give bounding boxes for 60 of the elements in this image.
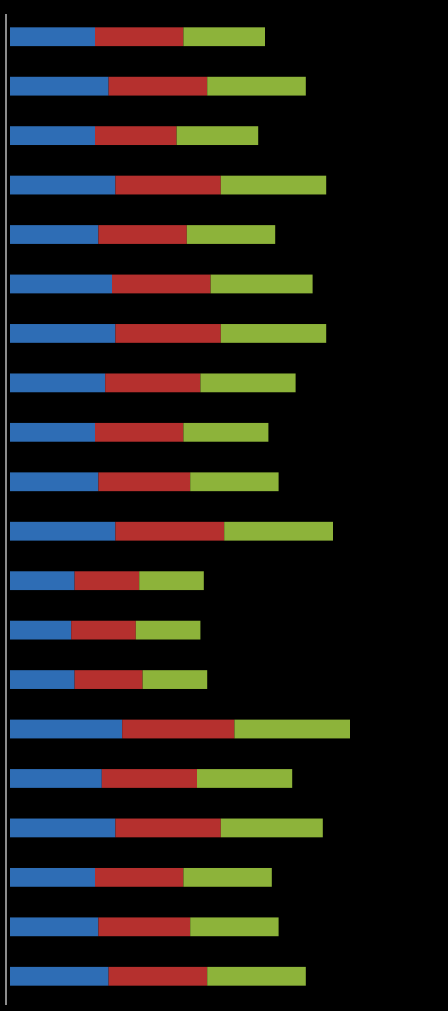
bar xyxy=(108,966,208,986)
bar xyxy=(95,867,184,887)
bar xyxy=(190,917,279,937)
bar xyxy=(10,620,72,640)
bar xyxy=(74,670,143,689)
bar xyxy=(71,620,136,640)
bar xyxy=(98,225,187,244)
bar xyxy=(10,719,123,739)
bar xyxy=(10,472,99,492)
bar xyxy=(10,670,75,689)
bar xyxy=(95,422,184,442)
bar xyxy=(10,769,102,788)
bar xyxy=(10,521,116,541)
bar xyxy=(10,917,99,937)
bar xyxy=(74,571,140,591)
bar xyxy=(10,76,109,96)
bar xyxy=(210,274,313,294)
bar xyxy=(95,27,184,47)
bar xyxy=(10,966,109,986)
bar xyxy=(101,769,197,788)
bar xyxy=(207,76,306,96)
bar xyxy=(197,769,293,788)
bar xyxy=(224,521,333,541)
bar xyxy=(220,175,327,195)
bar xyxy=(122,719,235,739)
bar xyxy=(220,324,327,343)
bar xyxy=(115,521,225,541)
bar xyxy=(10,274,112,294)
bar xyxy=(105,373,201,393)
bar xyxy=(10,324,116,343)
bar xyxy=(139,571,204,591)
bar xyxy=(220,818,323,838)
bar xyxy=(10,571,75,591)
bar xyxy=(186,225,276,244)
bar xyxy=(10,422,95,442)
bar xyxy=(98,472,191,492)
bar xyxy=(207,966,306,986)
bar xyxy=(142,670,208,689)
bar xyxy=(115,818,221,838)
bar xyxy=(10,867,95,887)
bar xyxy=(10,818,116,838)
bar xyxy=(234,719,350,739)
bar xyxy=(115,324,221,343)
bar xyxy=(108,76,208,96)
bar xyxy=(183,422,269,442)
bar xyxy=(135,620,201,640)
bar xyxy=(98,917,191,937)
bar xyxy=(176,126,259,146)
bar xyxy=(95,126,177,146)
bar xyxy=(112,274,211,294)
bar xyxy=(190,472,279,492)
bar xyxy=(10,373,106,393)
bar xyxy=(10,27,95,47)
bar xyxy=(115,175,221,195)
bar xyxy=(183,27,265,47)
bar xyxy=(10,225,99,244)
bar xyxy=(200,373,296,393)
bar xyxy=(10,175,116,195)
bar xyxy=(10,126,95,146)
bar xyxy=(183,867,272,887)
